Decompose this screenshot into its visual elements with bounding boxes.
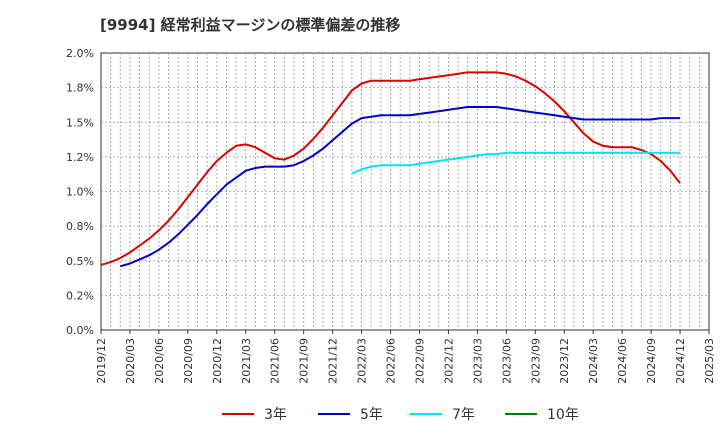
x-tick-label: 2024/09 <box>645 338 658 384</box>
legend-label: 7年 <box>452 407 475 423</box>
chart-title: [9994] 経常利益マージンの標準偏差の推移 <box>100 16 401 34</box>
x-tick-label: 2022/12 <box>442 338 455 384</box>
series-line <box>100 71 681 266</box>
y-axis: 0.0% 0.2% 0.5% 0.8% 1.0% 1.2% 1.5% 1.8% 2.0% <box>66 47 94 337</box>
x-tick-label: 2023/03 <box>471 338 484 384</box>
x-tick-label: 2020/12 <box>211 338 224 384</box>
y-tick-label: 1.5% <box>66 116 94 129</box>
x-tick-label: 2024/06 <box>616 338 629 384</box>
legend-label: 3年 <box>264 407 287 423</box>
y-tick-label: 1.0% <box>66 186 94 199</box>
x-tick-label: 2023/12 <box>558 338 571 384</box>
legend-label: 10年 <box>547 407 579 423</box>
y-tick-label: 2.0% <box>66 47 94 60</box>
x-tick-label: 2021/03 <box>240 338 253 384</box>
x-tick-label: 2020/06 <box>153 338 166 384</box>
x-tick-label: 2023/06 <box>500 338 513 384</box>
series-line <box>351 151 680 175</box>
y-tick-label: 0.0% <box>66 324 94 337</box>
x-tick-label: 2023/09 <box>529 338 542 384</box>
x-tick-label: 2021/12 <box>327 338 340 384</box>
x-tick-label: 2021/09 <box>298 338 311 384</box>
x-tick-label: 2020/03 <box>124 338 137 384</box>
x-tick-label: 2022/03 <box>356 338 369 384</box>
grid <box>101 53 709 330</box>
x-tick-label: 2024/12 <box>674 338 687 384</box>
x-axis: 2019/12 2020/03 2020/06 2020/09 2020/12 2021/… <box>95 330 716 384</box>
x-tick-label: 2020/09 <box>182 338 195 384</box>
x-tick-label: 2022/09 <box>413 338 426 384</box>
legend-label: 5年 <box>360 407 383 423</box>
x-tick-label: 2019/12 <box>95 338 108 384</box>
series-lines <box>100 71 681 268</box>
x-tick-label: 2022/06 <box>385 338 398 384</box>
legend: 3年 5年 7年 10年 <box>222 407 579 423</box>
series-line <box>120 106 680 268</box>
y-tick-label: 1.2% <box>66 151 94 164</box>
y-tick-label: 0.2% <box>66 289 94 302</box>
x-tick-label: 2025/03 <box>703 338 716 384</box>
y-tick-label: 0.5% <box>66 255 94 268</box>
y-tick-label: 1.8% <box>66 82 94 95</box>
x-tick-label: 2024/03 <box>587 338 600 384</box>
y-tick-label: 0.8% <box>66 220 94 233</box>
x-tick-label: 2021/06 <box>269 338 282 384</box>
